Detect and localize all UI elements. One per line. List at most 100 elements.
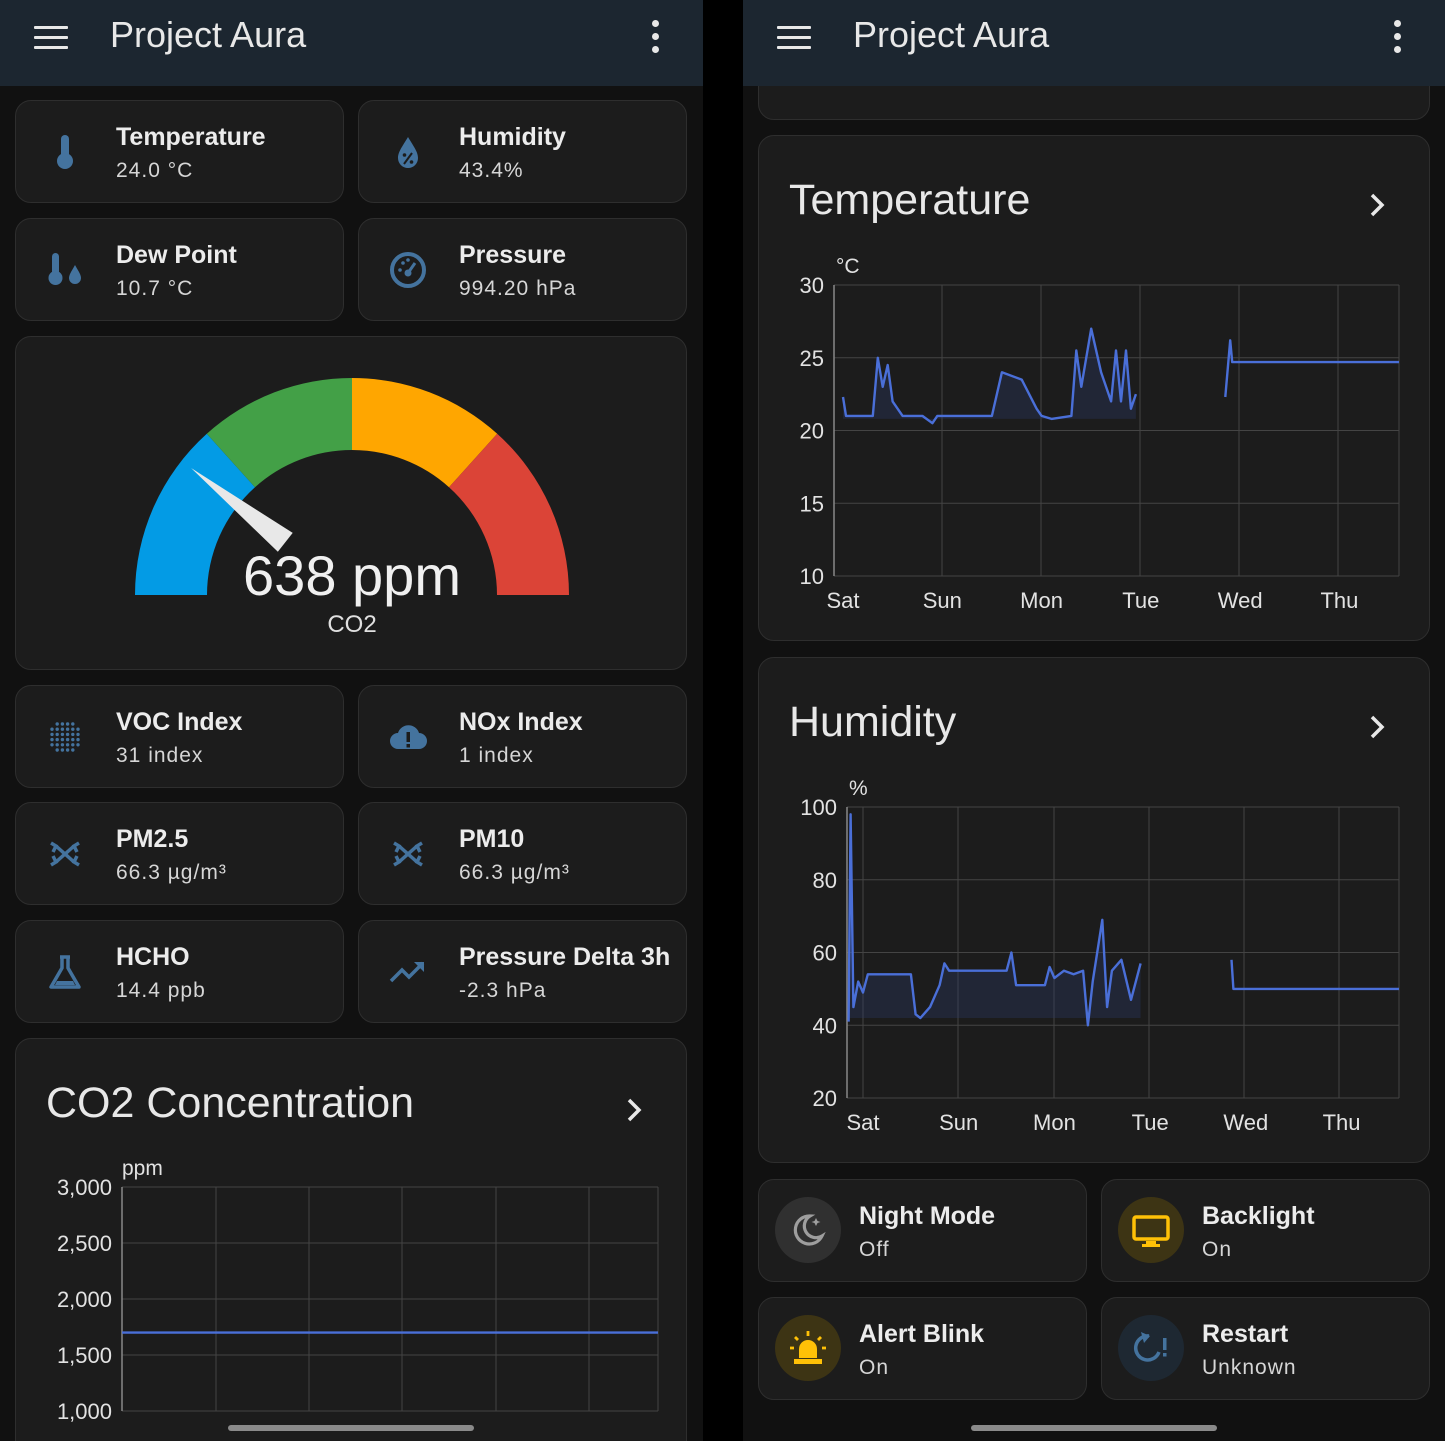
gauge-segment-3	[449, 433, 569, 595]
card-title: CO2 Concentration	[46, 1079, 415, 1127]
y-tick-label: 2,500	[57, 1231, 112, 1256]
tile-state: Off	[859, 1238, 890, 1261]
chevron-right-icon[interactable]	[1365, 712, 1389, 742]
menu-button[interactable]	[777, 24, 813, 52]
thermometer-icon	[57, 135, 73, 169]
dots-grid-icon	[50, 722, 80, 752]
y-tick-label: 20	[813, 1086, 837, 1111]
x-tick-label: Mon	[1033, 1110, 1076, 1135]
more-options-button[interactable]	[645, 20, 665, 54]
series-line	[847, 813, 1142, 1027]
series-line	[1224, 339, 1399, 398]
co2-gauge	[135, 378, 569, 595]
tile-backlight[interactable]: Backlight On	[1101, 1179, 1430, 1282]
x-tick-label: Sun	[939, 1110, 978, 1135]
tile-state: 1 index	[459, 744, 534, 767]
weather-night-icon	[793, 1214, 826, 1246]
tile-temperature[interactable]: Temperature 24.0 °C	[15, 100, 344, 203]
x-tick-label: Thu	[1320, 588, 1358, 613]
temperature-history-card[interactable]: Temperature 30 25 20 15 10 °C Sat Sun Mon Tue Wed T…	[758, 135, 1430, 641]
tile-alert-blink[interactable]: Alert Blink On	[758, 1297, 1087, 1400]
card-title: Temperature	[789, 176, 1031, 224]
alert-blink-chip[interactable]	[775, 1315, 841, 1381]
series-area	[848, 814, 1141, 1026]
tile-pm25[interactable]: PM2.5 66.3 µg/m³	[15, 802, 344, 905]
tile-name: PM2.5	[116, 825, 189, 853]
app-title: Project Aura	[853, 14, 1050, 55]
app-toolbar: Project Aura	[743, 0, 1445, 86]
tile-restart[interactable]: Restart Unknown	[1101, 1297, 1430, 1400]
chevron-right-icon[interactable]	[1365, 190, 1389, 220]
tile-night-mode[interactable]: Night Mode Off	[758, 1179, 1087, 1282]
gauge-segment-0	[135, 433, 255, 595]
menu-button[interactable]	[34, 24, 70, 52]
tile-name: Pressure Delta 3h	[459, 943, 671, 971]
more-options-button[interactable]	[1387, 20, 1407, 54]
tile-humidity[interactable]: Humidity 43.4%	[358, 100, 687, 203]
x-tick-label: Tue	[1122, 588, 1159, 613]
x-tick-label: Wed	[1223, 1110, 1268, 1135]
y-tick-label: 40	[813, 1013, 837, 1038]
chevron-right-icon[interactable]	[622, 1095, 646, 1125]
water-percent-icon	[398, 137, 418, 168]
co2-gauge-card[interactable]: 638 ppm CO2	[15, 336, 687, 670]
x-tick-label: Tue	[1132, 1110, 1169, 1135]
restart-chip[interactable]	[1118, 1315, 1184, 1381]
y-tick-label: 25	[800, 346, 824, 371]
tile-name: Restart	[1202, 1320, 1289, 1348]
tile-state: 31 index	[116, 744, 204, 767]
tile-state: 43.4%	[459, 159, 524, 182]
x-tick-label: Sat	[846, 1110, 879, 1135]
tile-state: 10.7 °C	[116, 277, 194, 300]
y-axis-unit: °C	[836, 255, 860, 278]
humidity-chart: 100 80 60 40 20% Sat Sun Mon Tue Wed Thu	[800, 777, 1400, 1135]
flask-icon	[49, 955, 81, 989]
y-tick-label: 1,500	[57, 1343, 112, 1368]
gauge-segment-2	[352, 378, 498, 488]
monitor-icon	[1132, 1215, 1170, 1247]
tile-hcho[interactable]: HCHO 14.4 ppb	[15, 920, 344, 1023]
tile-state: On	[859, 1356, 890, 1379]
co2-chart: 3,000 2,500 2,000 1,500 1,000 ppm	[57, 1157, 659, 1424]
tile-pm10[interactable]: PM10 66.3 µg/m³	[358, 802, 687, 905]
gesture-bar	[971, 1425, 1217, 1431]
trending-up-icon	[389, 961, 425, 983]
y-tick-label: 2,000	[57, 1287, 112, 1312]
restart-alert-icon	[1133, 1332, 1167, 1362]
backlight-chip[interactable]	[1118, 1197, 1184, 1263]
cloud-alert-icon	[390, 725, 427, 749]
y-tick-label: 80	[813, 868, 837, 893]
x-tick-label: Thu	[1323, 1110, 1361, 1135]
temperature-chart: 30 25 20 15 10 °C Sat Sun Mon Tue Wed Thu	[800, 255, 1400, 613]
x-tick-label: Sat	[826, 588, 859, 613]
x-tick-label: Mon	[1020, 588, 1063, 613]
tile-dew-point[interactable]: Dew Point 10.7 °C	[15, 218, 344, 321]
y-tick-label: 10	[800, 564, 824, 589]
y-tick-label: 20	[800, 419, 824, 444]
co2-history-card[interactable]: CO2 Concentration 3,000 2,500 2,000 1,500 1,…	[15, 1038, 687, 1441]
tile-name: Pressure	[459, 241, 567, 269]
tile-state: 14.4 ppb	[116, 979, 206, 1002]
y-tick-label: 60	[813, 941, 837, 966]
y-axis-unit: ppm	[122, 1157, 163, 1180]
gauge-icon	[390, 252, 426, 288]
gauge-label: CO2	[327, 611, 377, 638]
app-title: Project Aura	[110, 14, 307, 55]
tile-pressure-delta[interactable]: Pressure Delta 3h -2.3 hPa	[358, 920, 687, 1023]
gauge-value: 638 ppm	[243, 544, 461, 607]
tile-name: NOx Index	[459, 708, 583, 736]
tile-name: Alert Blink	[859, 1320, 985, 1348]
night-mode-chip[interactable]	[775, 1197, 841, 1263]
molecule-icon	[50, 841, 80, 867]
y-tick-label: 3,000	[57, 1175, 112, 1200]
tile-name: Temperature	[116, 123, 266, 151]
x-tick-label: Wed	[1218, 588, 1263, 613]
tile-nox-index[interactable]: NOx Index 1 index	[358, 685, 687, 788]
tile-state: On	[1202, 1238, 1233, 1261]
humidity-history-card[interactable]: Humidity 100 80 60 40 20% Sat Sun Mon Tue Wed Thu	[758, 657, 1430, 1163]
tile-pressure[interactable]: Pressure 994.20 hPa	[358, 218, 687, 321]
tile-voc-index[interactable]: VOC Index 31 index	[15, 685, 344, 788]
tile-name: Dew Point	[116, 241, 237, 269]
right-screen: Project Aura Temperature 30 25 20 15 10 °C Sat…	[743, 0, 1445, 1441]
molecule-icon	[393, 841, 423, 867]
